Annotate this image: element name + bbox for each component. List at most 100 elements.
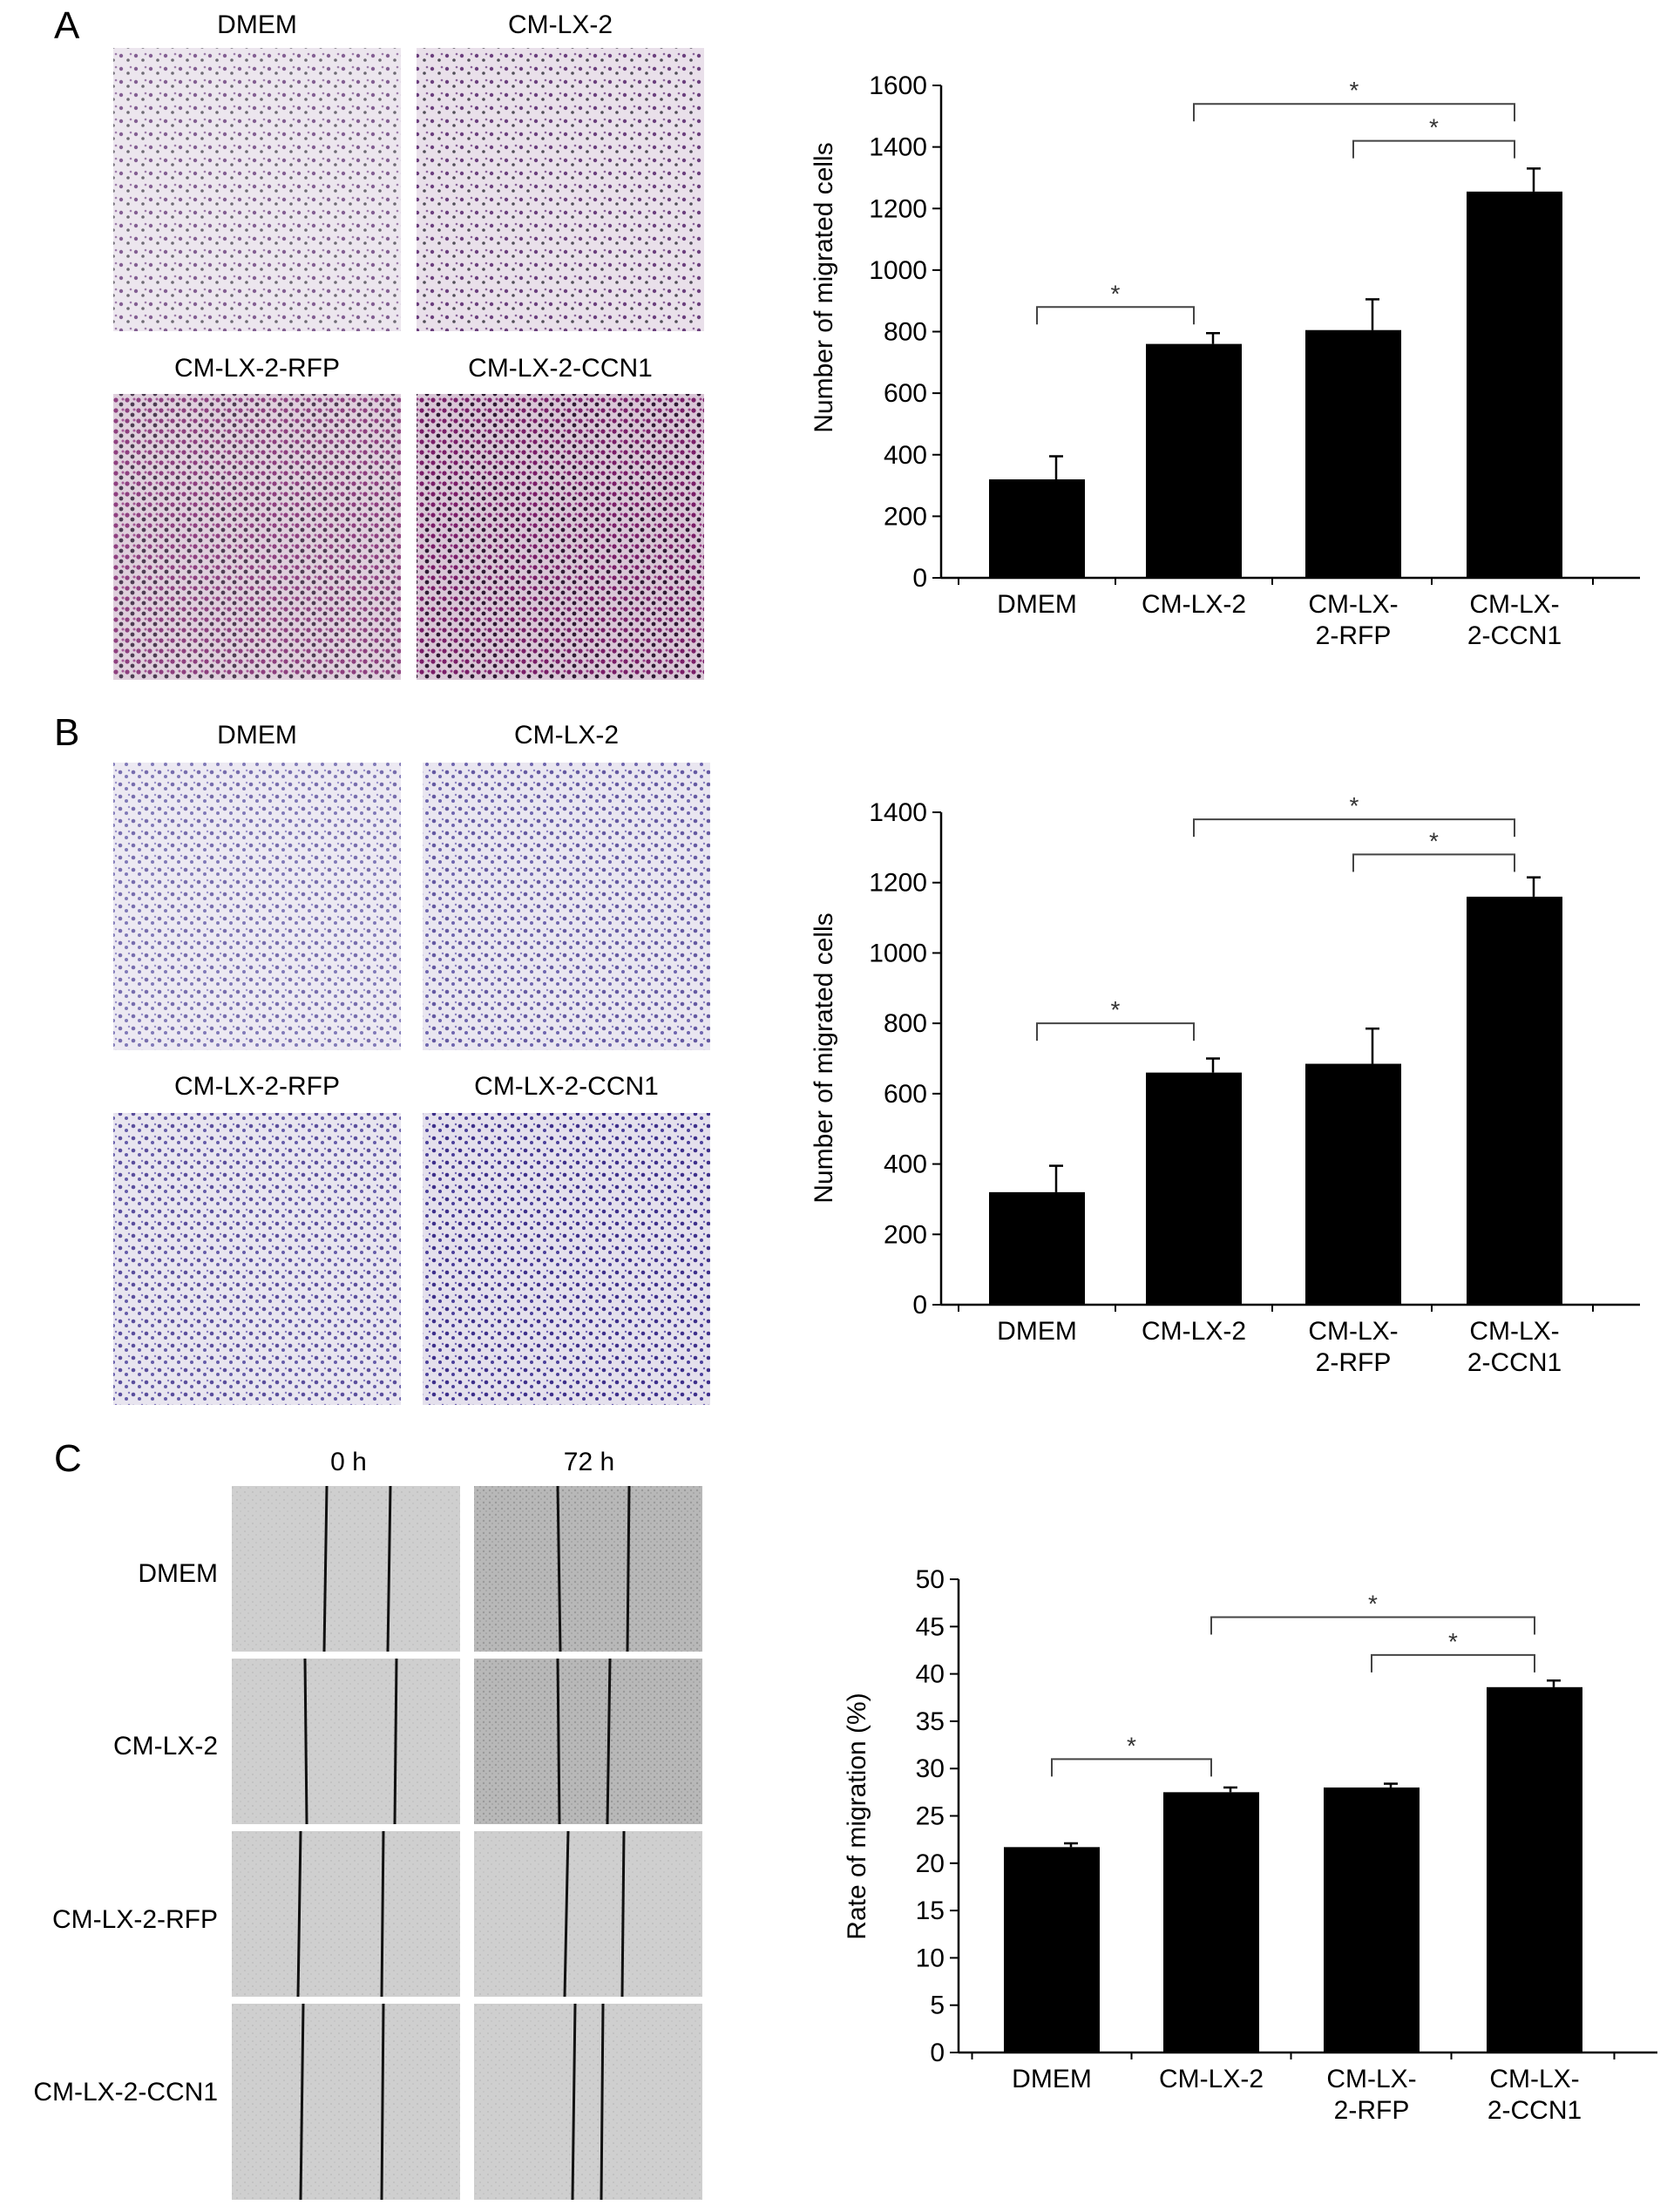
y-tick-label: 30	[916, 1754, 945, 1783]
panel-letter-a: A	[54, 4, 80, 47]
image-label: CM-LX-2	[508, 10, 613, 39]
y-tick-label: 50	[916, 1565, 945, 1594]
y-tick-label: 20	[916, 1849, 945, 1878]
y-tick-label: 25	[916, 1802, 945, 1831]
significance-bracket	[1210, 1616, 1535, 1635]
bar-chart-panel-b: 0 200 400 600 800 1000 1200 1400 Number of migra…	[810, 792, 1640, 1377]
x-category-label: 2-RFP	[1334, 2096, 1410, 2125]
x-category-label: 2-CCN1	[1487, 2096, 1582, 2125]
bar	[1487, 1686, 1582, 2053]
bar-chart-panel-c: 0 5 10 15 20 25 30 35 40 45 50 Rate of migration (%…	[843, 1565, 1657, 2125]
micrograph-dmem	[113, 763, 401, 1050]
bar	[1004, 1847, 1100, 2053]
y-tick-label: 15	[916, 1896, 945, 1925]
y-tick-label: 600	[884, 1080, 927, 1109]
wound-image-cm-lx-2-ccn1-0h	[232, 2004, 460, 2200]
y-tick-label: 1200	[869, 869, 927, 898]
row-label-cm-lx-2-ccn1: CM-LX-2-CCN1	[33, 2078, 218, 2107]
y-tick-label: 800	[884, 318, 927, 347]
significance-bracket	[1036, 1022, 1195, 1042]
x-category-label: 2-RFP	[1316, 621, 1392, 650]
micrograph-cm-lx-2-rfp	[113, 1113, 401, 1405]
wound-edge	[620, 1830, 626, 1998]
bar	[1163, 1792, 1259, 2053]
wound-edge	[393, 1658, 398, 1825]
y-tick-label: 45	[916, 1612, 945, 1641]
x-category-label: CM-LX-2	[1142, 1317, 1246, 1346]
wound-edge	[606, 1658, 612, 1825]
wound-edge	[556, 1658, 561, 1825]
significance-bracket	[1051, 1758, 1212, 1777]
bar	[1324, 1787, 1420, 2053]
bar	[1305, 329, 1401, 578]
x-category-label: DMEM	[997, 1317, 1077, 1346]
significance-bracket	[1193, 818, 1515, 838]
y-tick-label: 800	[884, 1009, 927, 1038]
wound-image-cm-lx-2-ccn1-72h	[474, 2004, 702, 2200]
x-category-label: 2-CCN1	[1467, 1348, 1562, 1377]
wound-edge	[322, 1485, 329, 1652]
y-tick-label: 1000	[869, 939, 927, 967]
significance-star: *	[1429, 827, 1439, 854]
micrograph-cm-lx-2-rfp	[113, 394, 401, 680]
y-tick-label: 400	[884, 1150, 927, 1179]
y-axis-label: Number of migrated cells	[810, 142, 838, 432]
x-category-label: CM-LX-	[1308, 590, 1398, 619]
y-tick-label: 200	[884, 502, 927, 531]
wound-edge	[563, 1830, 570, 1998]
wound-image-dmem-0h	[232, 1486, 460, 1652]
significance-bracket	[1193, 103, 1515, 122]
bar	[1305, 1063, 1401, 1305]
image-label: CM-LX-2	[514, 721, 619, 750]
significance-star: *	[1350, 792, 1359, 819]
significance-bracket	[1352, 853, 1515, 872]
bar	[1467, 896, 1562, 1305]
significance-star: *	[1111, 996, 1121, 1023]
x-category-label: CM-LX-2	[1142, 590, 1246, 619]
y-axis-label: Rate of migration (%)	[843, 1693, 871, 1939]
bar	[1467, 191, 1562, 578]
x-category-label: DMEM	[997, 590, 1077, 619]
significance-bracket	[1036, 306, 1195, 325]
bar	[989, 1191, 1085, 1305]
image-label: CM-LX-2-RFP	[174, 1072, 340, 1101]
wound-edge	[303, 1658, 308, 1825]
micrograph-cm-lx-2	[417, 48, 704, 331]
significance-star: *	[1111, 280, 1121, 307]
y-tick-label: 1200	[869, 194, 927, 223]
y-tick-label: 600	[884, 379, 927, 408]
wound-image-cm-lx-2-rfp-72h	[474, 1831, 702, 1997]
y-tick-label: 0	[912, 1291, 927, 1320]
x-category-label: DMEM	[1012, 2065, 1092, 2093]
wound-edge	[380, 2003, 385, 2201]
panel-a-micrographs: DMEM CM-LX-2 CM-LX-2-RFP CM-LX-2-CCN1	[113, 10, 704, 680]
wound-edge	[626, 1485, 631, 1652]
image-label: DMEM	[217, 721, 297, 750]
image-label: CM-LX-2-RFP	[174, 354, 340, 383]
x-category-label: CM-LX-	[1469, 1317, 1559, 1346]
micrograph-cm-lx-2	[423, 763, 710, 1050]
row-label-cm-lx-2-rfp: CM-LX-2-RFP	[52, 1905, 218, 1934]
y-tick-label: 0	[912, 564, 927, 593]
y-tick-label: 1600	[869, 71, 927, 100]
micrograph-cm-lx-2-ccn1	[423, 1113, 710, 1405]
significance-bracket	[1352, 139, 1515, 159]
y-tick-label: 40	[916, 1660, 945, 1689]
y-axis-label: Number of migrated cells	[810, 913, 838, 1203]
x-category-label: CM-LX-2	[1159, 2065, 1264, 2093]
wound-image-cm-lx-2-0h	[232, 1659, 460, 1824]
y-tick-label: 5	[930, 1991, 945, 2020]
y-tick-label: 35	[916, 1707, 945, 1736]
significance-star: *	[1429, 114, 1439, 141]
wound-image-cm-lx-2-rfp-0h	[232, 1831, 460, 1997]
significance-bracket	[1371, 1653, 1535, 1673]
wound-image-cm-lx-2-72h	[474, 1659, 702, 1824]
y-tick-label: 0	[930, 2039, 945, 2067]
x-category-label: CM-LX-	[1469, 590, 1559, 619]
x-category-label: CM-LX-	[1308, 1317, 1398, 1346]
x-category-label: 2-RFP	[1316, 1348, 1392, 1377]
bar	[1146, 1072, 1242, 1305]
column-header-72h: 72 h	[564, 1448, 614, 1476]
micrograph-dmem	[113, 48, 401, 331]
